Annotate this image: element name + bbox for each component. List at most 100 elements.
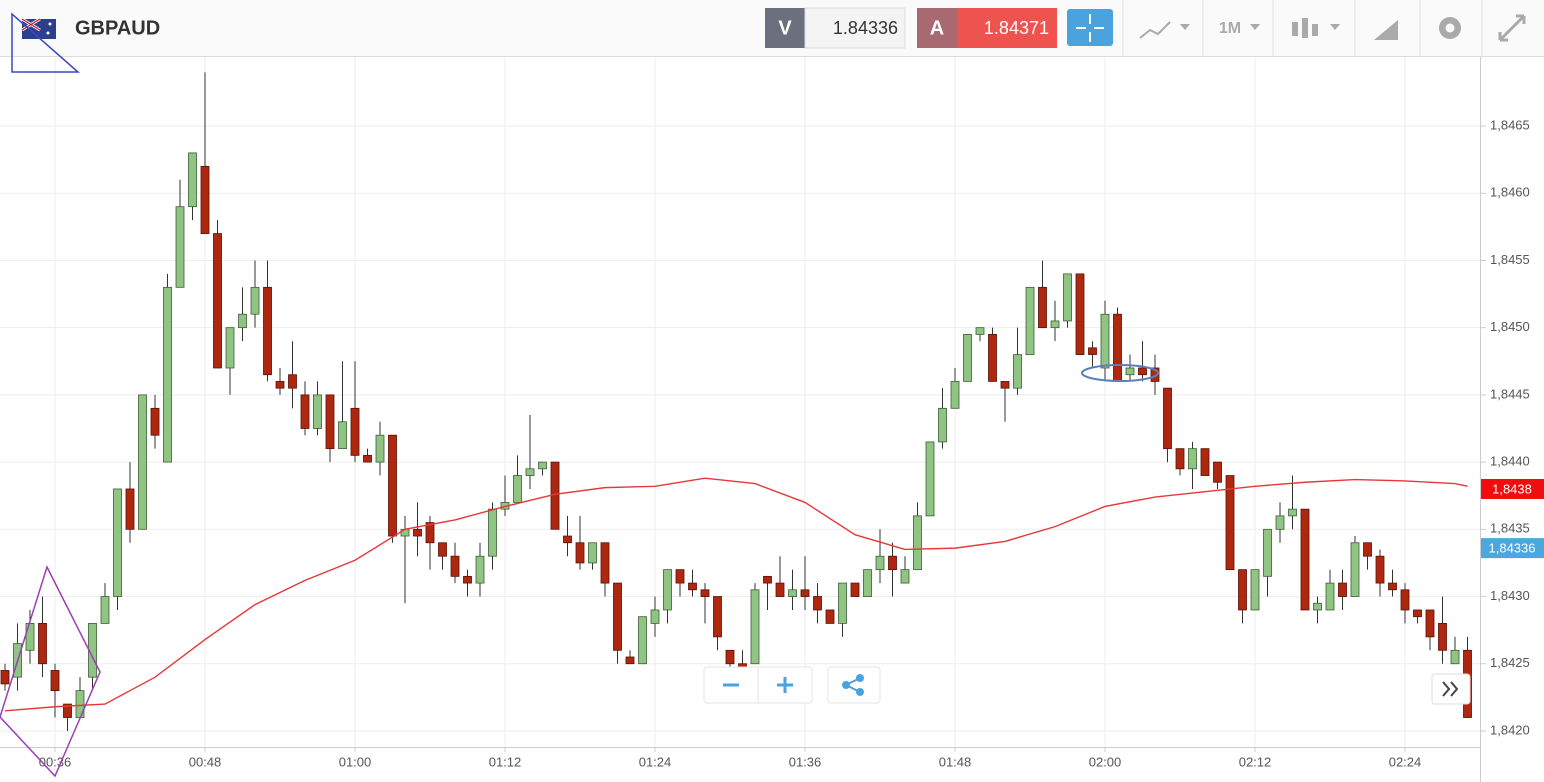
candle-body xyxy=(575,542,585,564)
candle-body xyxy=(113,488,122,597)
candle-body xyxy=(563,535,572,544)
candle-body xyxy=(338,421,347,450)
share-button[interactable] xyxy=(827,666,881,704)
buy-label-box[interactable] xyxy=(917,8,957,48)
candle-body xyxy=(863,569,872,597)
x-tick-label: 02:12 xyxy=(1239,754,1272,769)
x-tick-label: 02:24 xyxy=(1389,754,1422,769)
candle-body xyxy=(450,555,460,577)
sell-price-box[interactable] xyxy=(804,7,906,49)
annotations xyxy=(0,12,1159,778)
candle-body xyxy=(1013,354,1022,389)
crosshair-button[interactable] xyxy=(1067,9,1113,46)
candle-body xyxy=(688,582,697,591)
candle-body xyxy=(1225,475,1235,571)
candle-body xyxy=(838,582,847,624)
sell-price: 1.84336 xyxy=(833,18,898,38)
buy-price-box[interactable] xyxy=(957,8,1057,48)
candle-body xyxy=(1188,448,1197,470)
candle-body xyxy=(963,333,972,382)
candle-body xyxy=(1338,582,1347,597)
chart-type-button[interactable] xyxy=(1139,21,1190,39)
timeframe[interactable]: 1M xyxy=(1219,20,1241,37)
candle-body xyxy=(1138,367,1147,376)
candle-style-button[interactable] xyxy=(1292,18,1340,38)
settings-button[interactable] xyxy=(1439,17,1461,39)
x-tick-label: 00:48 xyxy=(189,754,222,769)
candle-body xyxy=(938,407,947,443)
candle-body xyxy=(0,670,10,685)
candle-body xyxy=(1300,508,1310,611)
candle-body xyxy=(300,394,310,429)
price-tag-label: 1,8438 xyxy=(1492,481,1532,496)
candle-body xyxy=(950,381,960,409)
candle-body xyxy=(1438,623,1447,651)
y-tick-label: 1,8440 xyxy=(1490,454,1530,469)
candle-body xyxy=(488,508,497,557)
candle-body xyxy=(800,589,810,597)
price-tag xyxy=(1481,478,1544,499)
fullscreen-button[interactable] xyxy=(1498,14,1526,42)
drawing-tool-button[interactable] xyxy=(1374,20,1398,40)
buy-price: 1.84371 xyxy=(984,18,1049,38)
x-tick-label: 01:12 xyxy=(489,754,522,769)
candle-body xyxy=(325,394,335,450)
candle-body xyxy=(475,555,485,584)
candle-body xyxy=(1263,528,1272,577)
candle-body xyxy=(1325,582,1335,611)
candle-body xyxy=(1413,609,1422,618)
candle-body xyxy=(975,327,985,335)
candle-body xyxy=(850,582,860,597)
candle-body xyxy=(625,656,635,665)
candle-body xyxy=(313,394,322,429)
candle-body xyxy=(1163,387,1172,450)
y-tick-label: 1,8460 xyxy=(1490,185,1530,200)
sell-label-box[interactable] xyxy=(765,8,805,48)
candle-body xyxy=(663,569,672,611)
y-tick-label: 1,8430 xyxy=(1490,588,1530,603)
candle-body xyxy=(250,286,260,315)
candle-body xyxy=(900,569,910,584)
zoom-controls[interactable] xyxy=(703,666,813,704)
x-tick-label: 01:36 xyxy=(789,754,822,769)
candle-body xyxy=(1363,542,1372,557)
candle-body xyxy=(888,555,897,571)
x-tick-label: 01:24 xyxy=(639,754,672,769)
candle-body xyxy=(1400,589,1410,611)
candle-body xyxy=(25,623,35,651)
candle-body xyxy=(163,286,172,463)
y-tick-label: 1,8455 xyxy=(1490,252,1530,267)
candle-body xyxy=(1375,555,1385,584)
candle-body xyxy=(425,522,435,544)
candle-body xyxy=(1100,313,1110,369)
candle-body xyxy=(275,381,285,389)
candle-body xyxy=(1450,649,1460,665)
candle-body xyxy=(1200,448,1210,476)
candle-body xyxy=(513,475,522,503)
buy-label: A xyxy=(930,17,944,39)
candle-body xyxy=(438,542,447,557)
candle-body xyxy=(813,596,822,611)
y-tick-label: 1,8435 xyxy=(1490,521,1530,536)
y-tick-label: 1,8420 xyxy=(1490,722,1530,737)
y-tick-label: 1,8465 xyxy=(1490,117,1530,132)
flag-icon xyxy=(21,17,56,39)
candle-body xyxy=(525,468,535,476)
candle-body xyxy=(988,333,997,382)
x-tick-label: 01:00 xyxy=(339,754,372,769)
price-tag xyxy=(1481,538,1544,559)
candle-body xyxy=(63,703,72,718)
candle-body xyxy=(1213,461,1222,483)
candle-body xyxy=(125,488,135,530)
candle-body xyxy=(1275,515,1285,530)
candle-body xyxy=(200,165,210,234)
candle-body xyxy=(100,596,110,624)
candle-body xyxy=(1038,286,1047,329)
candle-body xyxy=(50,670,60,692)
candle-body xyxy=(713,596,722,638)
x-tick-label: 02:00 xyxy=(1089,754,1122,769)
candle-body xyxy=(225,327,235,369)
scroll-right-button[interactable] xyxy=(1431,673,1471,705)
candle-body xyxy=(1063,273,1072,322)
